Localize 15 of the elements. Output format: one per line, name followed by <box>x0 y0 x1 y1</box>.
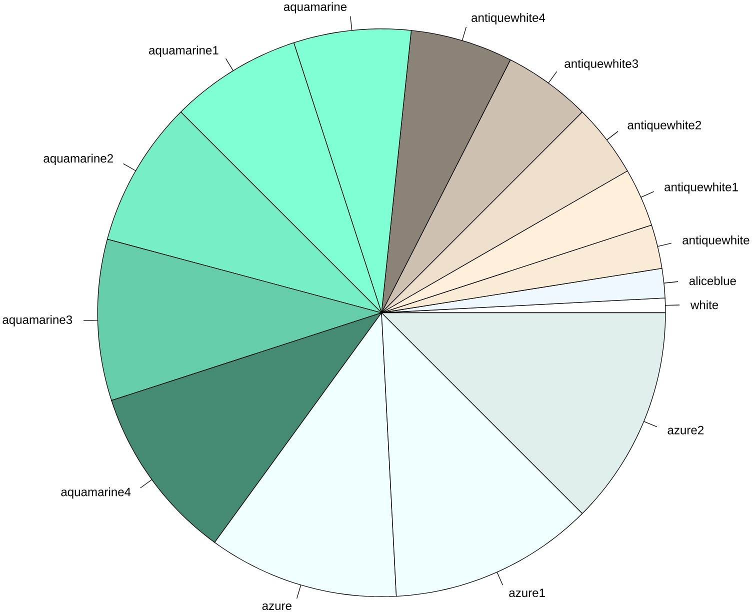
slice-label: aquamarine4 <box>61 487 131 498</box>
slice-label: antiquewhite1 <box>664 182 738 194</box>
slice-label: antiquewhite <box>682 235 750 247</box>
slice-label: aquamarine <box>284 2 347 14</box>
slice-label: aquamarine3 <box>2 315 72 326</box>
slice-label: antiquewhite3 <box>564 58 638 70</box>
slice-label: azure <box>262 603 292 610</box>
slice-label: white <box>690 300 718 310</box>
slice-label: azure2 <box>668 426 704 434</box>
slice-label: aquamarine2 <box>44 154 113 165</box>
slice-label: antiquewhite4 <box>472 13 546 24</box>
slice-label: azure1 <box>509 588 545 597</box>
slice-label: aliceblue <box>689 276 736 286</box>
slice-label: antiquewhite2 <box>628 120 702 132</box>
slice-label: aquamarine1 <box>149 46 218 57</box>
